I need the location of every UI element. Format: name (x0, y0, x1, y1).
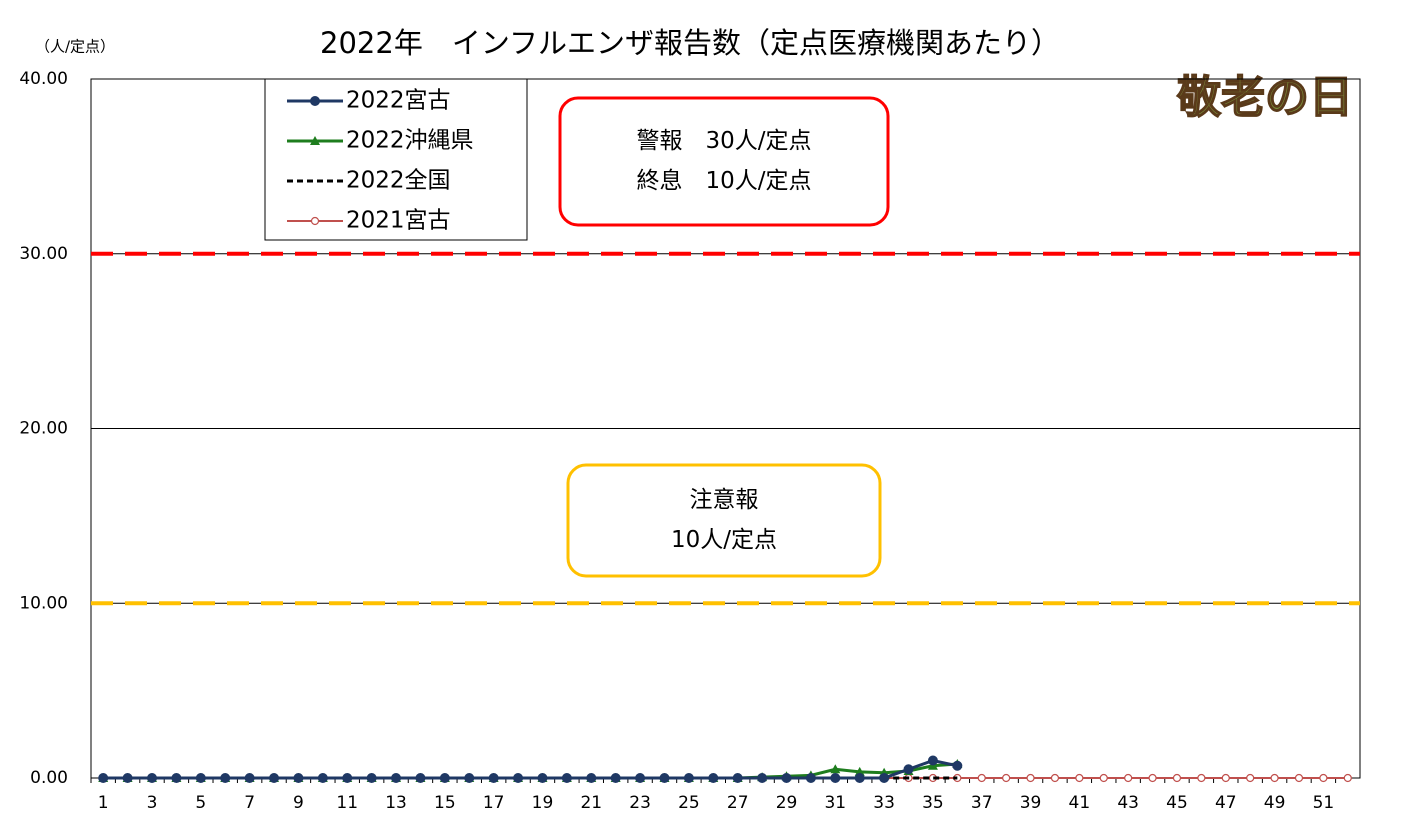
x-tick-label: 33 (873, 793, 895, 813)
data-point (440, 773, 450, 783)
x-tick-label: 23 (629, 793, 651, 813)
data-point (879, 773, 889, 783)
data-point (733, 773, 743, 783)
y-tick-label: 0.00 (30, 768, 68, 788)
legend-label: 2022沖縄県 (346, 128, 474, 154)
x-tick-label: 21 (580, 793, 602, 813)
data-point (1271, 775, 1278, 782)
data-point (342, 773, 352, 783)
data-point (684, 773, 694, 783)
data-point (806, 773, 816, 783)
x-tick-label: 1 (98, 793, 109, 813)
annotation-text: 10人/定点 (671, 527, 777, 553)
data-point (147, 773, 157, 783)
data-point (1003, 775, 1010, 782)
x-tick-label: 7 (244, 793, 255, 813)
data-point (123, 773, 133, 783)
data-point (1247, 775, 1254, 782)
data-point (367, 773, 377, 783)
legend-marker (310, 96, 320, 106)
data-point (415, 773, 425, 783)
data-point (196, 773, 206, 783)
data-point (1027, 775, 1034, 782)
x-tick-label: 27 (727, 793, 749, 813)
data-point (952, 761, 962, 771)
x-tick-label: 43 (1117, 793, 1139, 813)
data-point (904, 764, 914, 774)
data-point (562, 773, 572, 783)
data-point (708, 773, 718, 783)
data-point (978, 775, 985, 782)
legend-label: 2021宮古 (346, 208, 451, 234)
annotation-text: 警報 30人/定点 (636, 128, 811, 154)
annotation-text: 終息 10人/定点 (636, 168, 811, 194)
x-tick-label: 35 (922, 793, 944, 813)
data-point (245, 773, 255, 783)
data-point (269, 773, 279, 783)
data-point (537, 773, 547, 783)
data-point (98, 773, 108, 783)
x-tick-label: 17 (483, 793, 505, 813)
x-tick-label: 5 (195, 793, 206, 813)
data-point (1295, 775, 1302, 782)
data-point (220, 773, 230, 783)
x-tick-label: 51 (1313, 793, 1335, 813)
data-point (391, 773, 401, 783)
data-point (1222, 775, 1229, 782)
data-point (1100, 775, 1107, 782)
y-tick-label: 10.00 (19, 593, 68, 613)
y-unit: （人/定点） (35, 38, 115, 56)
data-point (659, 773, 669, 783)
x-tick-label: 49 (1264, 793, 1286, 813)
legend-label: 2022宮古 (346, 88, 451, 114)
x-tick-label: 19 (532, 793, 554, 813)
x-tick-label: 39 (1020, 793, 1042, 813)
data-point (586, 773, 596, 783)
chart-title: 2022年 インフルエンザ報告数（定点医療機関あたり） (320, 26, 1060, 60)
data-point (171, 773, 181, 783)
data-point (1173, 775, 1180, 782)
y-tick-label: 40.00 (19, 69, 68, 89)
data-point (464, 773, 474, 783)
decoration-text: 敬老の日 (1176, 72, 1353, 123)
chart: 2022年 インフルエンザ報告数（定点医療機関あたり） （人/定点） 敬老の日 … (0, 0, 1412, 825)
data-point (928, 756, 938, 766)
data-point (1198, 775, 1205, 782)
data-point (1344, 775, 1351, 782)
data-point (1125, 775, 1132, 782)
legend-label: 2022全国 (346, 168, 451, 194)
data-point (830, 773, 840, 783)
annotation-text: 注意報 (690, 487, 759, 513)
data-point (757, 773, 767, 783)
data-point (1051, 775, 1058, 782)
y-tick-label: 20.00 (19, 419, 68, 439)
x-tick-label: 3 (147, 793, 158, 813)
x-tick-label: 41 (1069, 793, 1091, 813)
data-point (489, 773, 499, 783)
x-tick-label: 31 (824, 793, 846, 813)
x-tick-label: 25 (678, 793, 700, 813)
x-tick-label: 15 (434, 793, 456, 813)
data-point (513, 773, 523, 783)
annotation-box (560, 98, 888, 225)
data-point (782, 773, 792, 783)
data-point (318, 773, 328, 783)
y-tick-label: 30.00 (19, 244, 68, 264)
data-point (1149, 775, 1156, 782)
x-tick-label: 47 (1215, 793, 1237, 813)
data-point (1320, 775, 1327, 782)
x-tick-label: 9 (293, 793, 304, 813)
legend-marker (312, 218, 319, 225)
x-tick-label: 13 (385, 793, 407, 813)
annotation-box (568, 465, 880, 576)
data-point (635, 773, 645, 783)
x-tick-label: 11 (336, 793, 358, 813)
data-point (855, 773, 865, 783)
x-tick-label: 45 (1166, 793, 1188, 813)
x-tick-label: 29 (776, 793, 798, 813)
data-point (1076, 775, 1083, 782)
x-tick-label: 37 (971, 793, 993, 813)
data-point (293, 773, 303, 783)
data-point (611, 773, 621, 783)
